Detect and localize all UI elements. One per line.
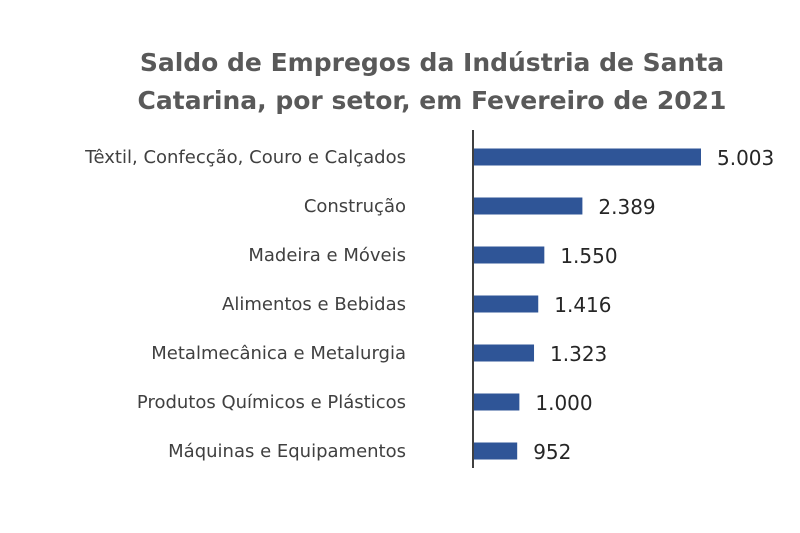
- chart-title-line-1: Saldo de Empregos da Indústria de Santa: [139, 48, 725, 77]
- data-label: 5.003: [717, 146, 774, 170]
- data-label: 2.389: [598, 195, 655, 219]
- chart-title-line-2: Catarina, por setor, em Fevereiro de 202…: [137, 86, 727, 115]
- bar: [474, 295, 539, 313]
- bar: [474, 344, 535, 362]
- data-label: 1.416: [554, 293, 611, 317]
- category-label: Têxtil, Confecção, Couro e Calçados: [84, 147, 406, 168]
- category-label: Construção: [304, 196, 406, 217]
- bar: [474, 393, 520, 411]
- category-label: Alimentos e Bebidas: [222, 294, 406, 315]
- bar: [474, 148, 701, 166]
- data-label: 1.000: [535, 391, 592, 415]
- data-label: 1.323: [550, 342, 607, 366]
- category-label: Madeira e Móveis: [248, 245, 406, 266]
- bar: [474, 197, 583, 215]
- category-label: Máquinas e Equipamentos: [168, 441, 406, 462]
- bar: [474, 246, 545, 264]
- category-label: Metalmecânica e Metalurgia: [151, 343, 406, 364]
- chart-title: Saldo de Empregos da Indústria de Santa …: [132, 44, 732, 120]
- bar: [474, 442, 518, 460]
- data-label: 952: [533, 440, 571, 464]
- category-label: Produtos Químicos e Plásticos: [137, 392, 406, 413]
- data-label: 1.550: [560, 244, 617, 268]
